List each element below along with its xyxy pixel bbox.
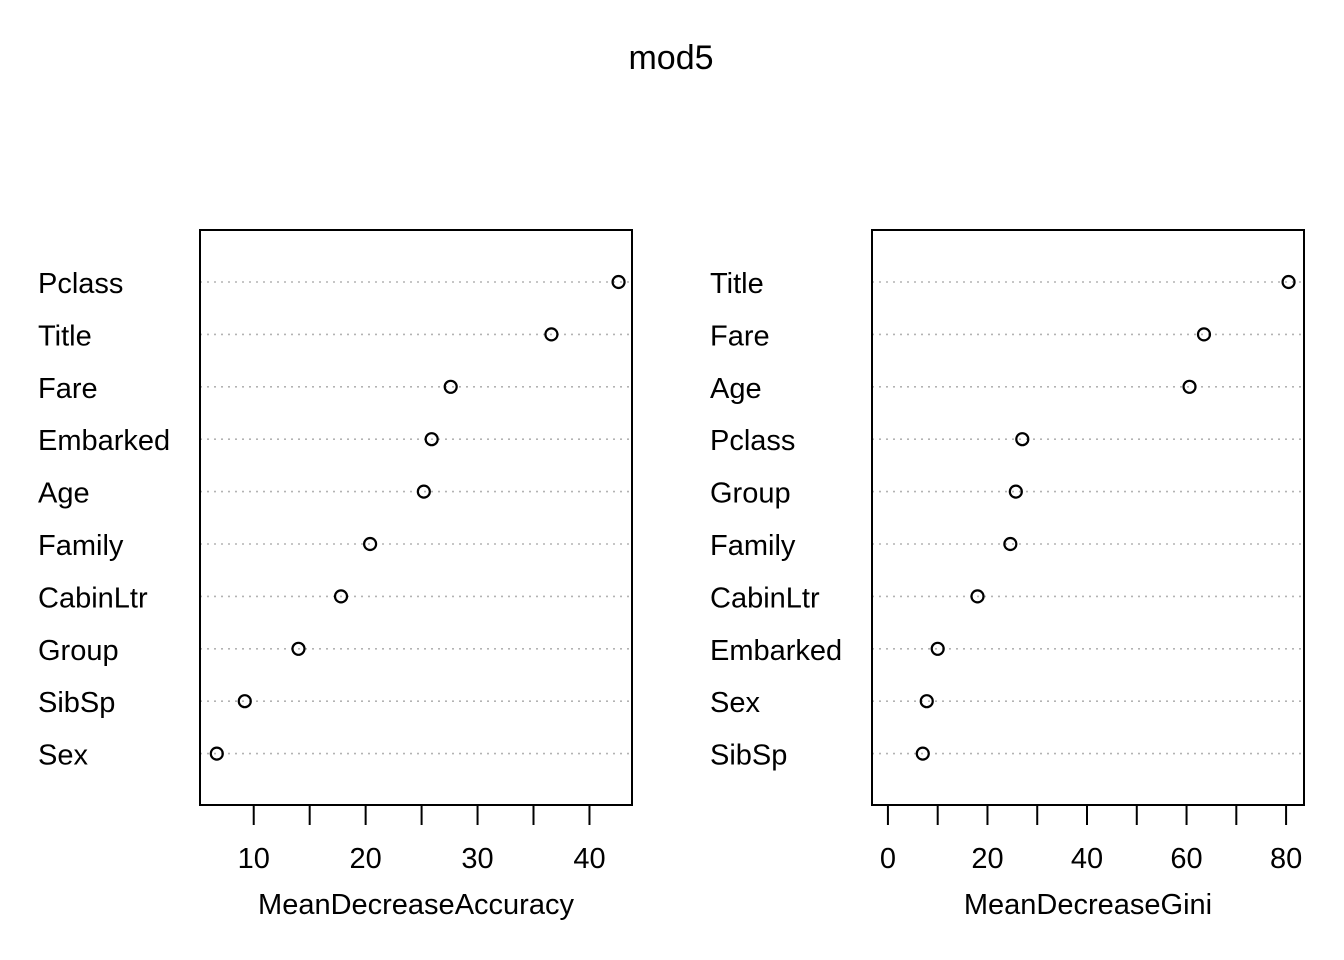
data-point: [1015, 432, 1030, 447]
x-tick-label: 10: [238, 843, 270, 875]
category-label: Embarked: [710, 635, 842, 667]
category-label: CabinLtr: [710, 582, 820, 614]
data-point: [363, 536, 378, 552]
category-label: Pclass: [38, 268, 123, 300]
data-point: [291, 641, 306, 656]
plot-frame: [199, 229, 633, 806]
data-point: [930, 641, 945, 656]
category-label: Title: [710, 268, 764, 300]
category-label: Family: [38, 530, 124, 562]
x-tick-label: 0: [880, 843, 896, 875]
plot-frame: [871, 229, 1305, 806]
x-tick-label: 60: [1170, 843, 1202, 875]
data-point: [915, 746, 930, 761]
x-tick-label: 30: [461, 843, 493, 875]
category-label: CabinLtr: [38, 582, 148, 614]
category-label: Fare: [38, 373, 98, 405]
x-axis-label: MeanDecreaseGini: [964, 889, 1212, 921]
category-label: Pclass: [710, 425, 795, 457]
x-tick-label: 80: [1270, 843, 1302, 875]
category-label: Group: [38, 635, 119, 667]
category-label: SibSp: [710, 740, 787, 772]
category-label: Title: [38, 320, 92, 352]
x-axis-label: MeanDecreaseAccuracy: [258, 889, 574, 921]
data-point: [1182, 379, 1197, 394]
data-point: [237, 694, 252, 709]
category-label: Age: [710, 373, 762, 405]
category-label: Family: [710, 530, 796, 562]
chart-title: mod5: [628, 39, 713, 77]
data-point: [1003, 536, 1018, 552]
data-point: [970, 589, 985, 604]
data-point: [416, 484, 431, 499]
category-label: Age: [38, 478, 90, 510]
data-point: [919, 694, 934, 709]
panel-mean-decrease-accuracy: Pclass Title Fare Embarked Age Family CabinLtr…: [38, 229, 633, 921]
category-label: Sex: [710, 687, 760, 719]
x-tick-label: 40: [1071, 843, 1103, 875]
data-point: [611, 274, 626, 290]
x-tick-label: 20: [350, 843, 382, 875]
data-point: [1196, 327, 1212, 342]
data-point: [443, 379, 458, 394]
data-point: [1008, 484, 1023, 499]
category-label: Fare: [710, 320, 770, 352]
category-label: SibSp: [38, 687, 115, 719]
category-label: Sex: [38, 740, 88, 772]
category-label: Group: [710, 478, 791, 510]
data-point: [1281, 274, 1296, 290]
category-label: Embarked: [38, 425, 170, 457]
x-tick-label: 20: [971, 843, 1003, 875]
data-point: [333, 589, 349, 604]
data-point: [209, 746, 224, 761]
x-tick-label: 40: [573, 843, 605, 875]
data-point: [544, 327, 559, 342]
data-point: [424, 432, 439, 447]
panel-mean-decrease-gini: Title Fare Age Pclass Group Family CabinLtr Emb…: [710, 229, 1305, 921]
